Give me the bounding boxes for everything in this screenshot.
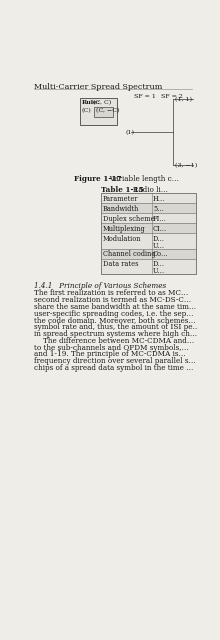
Text: to the sub-channels and OFDM symbols,…: to the sub-channels and OFDM symbols,… bbox=[34, 344, 189, 351]
Text: share the same bandwidth at the same tim…: share the same bandwidth at the same tim… bbox=[34, 303, 196, 311]
Text: U…: U… bbox=[153, 267, 165, 275]
Text: H…: H… bbox=[153, 195, 165, 203]
Text: in spread spectrum systems where high ch…: in spread spectrum systems where high ch… bbox=[34, 330, 197, 338]
Text: Duplex scheme: Duplex scheme bbox=[103, 214, 154, 223]
Text: and 1-19. The principle of MC-CDMA is…: and 1-19. The principle of MC-CDMA is… bbox=[34, 350, 185, 358]
Text: Data rates: Data rates bbox=[103, 260, 138, 268]
Text: symbol rate and, thus, the amount of ISI pe…: symbol rate and, thus, the amount of ISI… bbox=[34, 323, 200, 332]
Text: frequency direction over several parallel s…: frequency direction over several paralle… bbox=[34, 357, 195, 365]
Text: FI…: FI… bbox=[153, 214, 167, 223]
Bar bbox=[101, 233, 196, 248]
Text: U…: U… bbox=[153, 241, 165, 250]
Text: (1): (1) bbox=[125, 130, 134, 135]
Text: second realization is termed as MC-DS-C…: second realization is termed as MC-DS-C… bbox=[34, 296, 191, 304]
Text: Table 1-15: Table 1-15 bbox=[101, 186, 144, 194]
Text: D…: D… bbox=[153, 260, 165, 268]
Bar bbox=[101, 193, 196, 274]
Text: The difference between MC-CDMA and…: The difference between MC-CDMA and… bbox=[34, 337, 194, 345]
Text: The first realization is referred to as MC…: The first realization is referred to as … bbox=[34, 289, 188, 298]
Bar bbox=[101, 248, 196, 259]
Text: (C): (C) bbox=[82, 108, 92, 113]
Text: (C, C): (C, C) bbox=[93, 99, 111, 105]
Text: Multi-Carrier Spread Spectrum: Multi-Carrier Spread Spectrum bbox=[34, 83, 162, 91]
Bar bbox=[101, 259, 196, 274]
Text: user-specific spreading codes, i.e. the sep…: user-specific spreading codes, i.e. the … bbox=[34, 310, 193, 317]
Text: Modulation: Modulation bbox=[103, 235, 141, 243]
Text: the code domain. Moreover, both schemes…: the code domain. Moreover, both schemes… bbox=[34, 316, 195, 324]
Text: Parameter: Parameter bbox=[103, 195, 138, 203]
Text: CI…: CI… bbox=[153, 225, 167, 232]
Text: chips of a spread data symbol in the time …: chips of a spread data symbol in the tim… bbox=[34, 364, 193, 372]
Bar bbox=[80, 99, 117, 125]
Text: D…: D… bbox=[153, 235, 165, 243]
Bar bbox=[101, 223, 196, 233]
Text: Co…: Co… bbox=[153, 250, 169, 258]
Bar bbox=[101, 203, 196, 213]
Text: Figure 1-17: Figure 1-17 bbox=[74, 175, 122, 183]
Text: SF = 1: SF = 1 bbox=[134, 93, 156, 99]
Bar bbox=[94, 107, 113, 117]
Bar bbox=[101, 193, 196, 203]
Text: (3, −1): (3, −1) bbox=[175, 163, 197, 168]
Text: Channel coding: Channel coding bbox=[103, 250, 155, 258]
Text: (1, 1): (1, 1) bbox=[175, 97, 192, 102]
Text: Variable length c…: Variable length c… bbox=[103, 175, 179, 183]
Text: Multiplexing: Multiplexing bbox=[103, 225, 145, 232]
Text: 1.4.1   Principle of Various Schemes: 1.4.1 Principle of Various Schemes bbox=[34, 282, 166, 290]
Text: SF = 2: SF = 2 bbox=[161, 93, 183, 99]
Bar bbox=[101, 213, 196, 223]
Text: 5…: 5… bbox=[153, 205, 164, 212]
Text: Rule:: Rule: bbox=[82, 99, 100, 104]
Text: Radio li…: Radio li… bbox=[126, 186, 168, 194]
Text: (C, −C): (C, −C) bbox=[96, 108, 119, 113]
Text: Bandwidth: Bandwidth bbox=[103, 205, 139, 212]
